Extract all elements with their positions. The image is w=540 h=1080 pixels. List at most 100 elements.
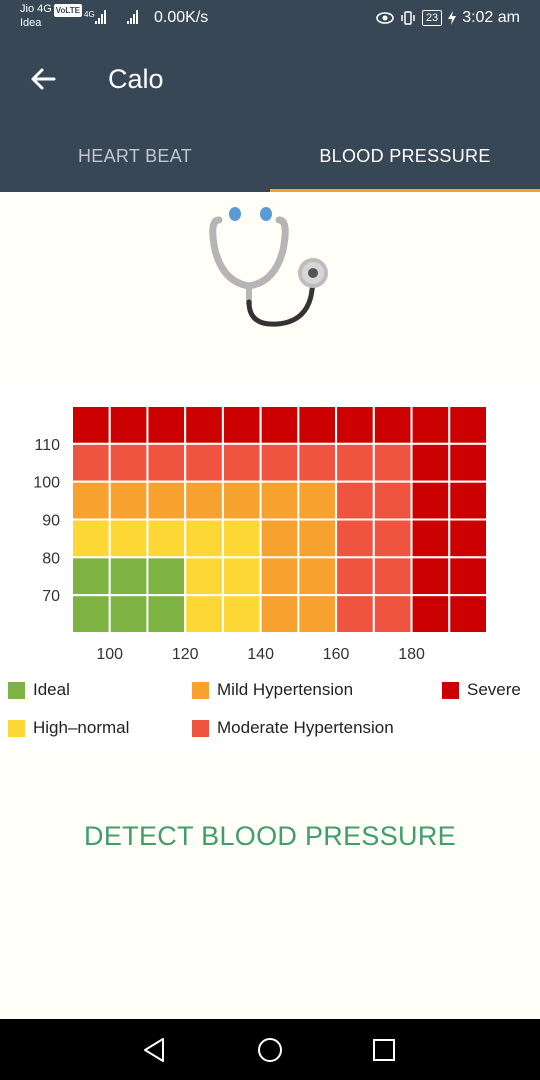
heatmap-cell-ideal [146, 594, 187, 635]
heatmap-cell-severe [372, 405, 413, 445]
legend-item-high-normal: High–normal [8, 718, 129, 738]
heatmap-cell-ideal [108, 594, 149, 635]
network-type: 4G [84, 10, 95, 19]
heatmap-cell-moderate [372, 518, 413, 559]
heatmap-cell-ideal [108, 556, 149, 597]
heatmap-cell-mild [71, 480, 111, 521]
heatmap-cell-mild [297, 518, 338, 559]
legend-item-mild: Mild Hypertension [192, 680, 353, 700]
heatmap-cell-moderate [221, 442, 262, 483]
heatmap-cell-moderate [335, 480, 375, 521]
legend-label: High–normal [33, 718, 130, 737]
y-tick-label: 100 [33, 475, 60, 492]
heatmap-cell-severe [448, 594, 489, 635]
heatmap-cell-mild [146, 480, 187, 521]
heatmap-cell-ideal [71, 556, 111, 597]
tab-indicator [270, 189, 540, 192]
heatmap-cell-high-normal [221, 518, 262, 559]
heatmap-cell-moderate [184, 442, 224, 483]
heatmap-cell-ideal [146, 556, 187, 597]
stethoscope-icon [209, 207, 328, 327]
heatmap-cell-moderate [335, 594, 375, 635]
heatmap-cell-high-normal [184, 556, 224, 597]
heatmap-cell-moderate [372, 480, 413, 521]
nav-home-icon[interactable] [254, 1034, 286, 1066]
heatmap-cell-severe [448, 442, 489, 483]
heatmap-cell-moderate [335, 518, 375, 559]
x-tick-label: 100 [96, 646, 123, 663]
legend-label: Mild Hypertension [217, 680, 354, 699]
heatmap-cell-high-normal [108, 518, 149, 559]
x-tick-label: 120 [172, 646, 199, 663]
network-speed: 0.00K/s [154, 9, 209, 26]
carrier-info: Jio 4G VoLTE Idea [20, 3, 82, 30]
heatmap-cell-mild [221, 480, 262, 521]
nav-back-icon[interactable] [139, 1034, 171, 1066]
heatmap-cell-severe [448, 518, 489, 559]
clock: 3:02 am [462, 9, 520, 26]
heatmap-cell-severe [335, 405, 375, 445]
legend-label: Ideal [33, 680, 70, 699]
status-bar: Jio 4G VoLTE Idea 4G 0.00K/s 23 3:02 am [0, 0, 540, 36]
legend-item-ideal: Ideal [8, 680, 70, 700]
heatmap-cell-high-normal [184, 594, 224, 635]
heatmap-cell-severe [410, 556, 451, 597]
heatmap-cell-mild [259, 480, 300, 521]
heatmap-cell-high-normal [221, 556, 262, 597]
tab-blood-pressure[interactable]: BLOOD PRESSURE [270, 132, 540, 192]
heatmap-cell-severe [259, 405, 300, 445]
heatmap-cell-moderate [71, 442, 111, 483]
heatmap-cell-severe [410, 518, 451, 559]
heatmap-cell-severe [108, 405, 149, 445]
heatmap-cell-severe [184, 405, 224, 445]
page-title: Calo [108, 64, 164, 94]
legend-swatch [192, 719, 209, 737]
heatmap-cell-mild [259, 518, 300, 559]
heatmap-cell-moderate [335, 556, 375, 597]
heatmap-cell-severe [146, 405, 187, 445]
tab-label: BLOOD PRESSURE [319, 146, 491, 166]
heatmap-cell-high-normal [146, 518, 187, 559]
signal-icon: 4G [84, 10, 138, 24]
y-tick-label: 70 [42, 588, 60, 605]
carrier-2: Idea [20, 17, 42, 29]
heatmap-cell-moderate [259, 442, 300, 483]
heatmap-cell-mild [184, 480, 224, 521]
heatmap-cell-severe [410, 442, 451, 483]
tab-heart-beat[interactable]: HEART BEAT [0, 132, 270, 192]
vibrate-icon [401, 11, 415, 25]
legend-label: Moderate Hypertension [217, 718, 394, 737]
bp-chart-card: 100 120 140 160 180 70 80 90 100 110 Ideal Mild H… [0, 386, 540, 752]
heatmap-cell-moderate [372, 556, 413, 597]
heatmap-cell-severe [221, 405, 262, 445]
legend-swatch [8, 681, 25, 699]
heatmap-cell-moderate [146, 442, 187, 483]
heatmap-cell-severe [410, 405, 451, 445]
legend-item-moderate: Moderate Hypertension [192, 718, 394, 738]
back-arrow-icon[interactable] [28, 64, 58, 94]
y-tick-label: 110 [34, 437, 60, 454]
eye-icon [376, 12, 394, 24]
heatmap-cell-mild [259, 556, 300, 597]
legend-swatch [192, 681, 209, 699]
heatmap-cell-mild [297, 556, 338, 597]
y-tick-label: 80 [42, 550, 60, 567]
system-nav-bar [0, 1019, 540, 1080]
x-tick-label: 140 [247, 646, 274, 663]
heatmap-cell-moderate [297, 442, 338, 483]
heatmap-cell-high-normal [221, 594, 262, 635]
heatmap-cell-severe [410, 480, 451, 521]
heatmap-cell-moderate [372, 442, 413, 483]
status-right: 23 3:02 am [376, 9, 520, 27]
heatmap-cell-severe [448, 480, 489, 521]
heatmap-cell-severe [448, 405, 489, 445]
heatmap-cell-moderate [372, 594, 413, 635]
heatmap-cell-severe [448, 556, 489, 597]
heatmap-cell-mild [259, 594, 300, 635]
detect-blood-pressure-button[interactable]: DETECT BLOOD PRESSURE [84, 821, 456, 851]
heatmap-cell-moderate [108, 442, 149, 483]
heatmap-cell-high-normal [71, 518, 111, 559]
heatmap-cell-moderate [335, 442, 375, 483]
nav-recents-icon[interactable] [368, 1034, 400, 1066]
heatmap-cell-ideal [71, 594, 111, 635]
